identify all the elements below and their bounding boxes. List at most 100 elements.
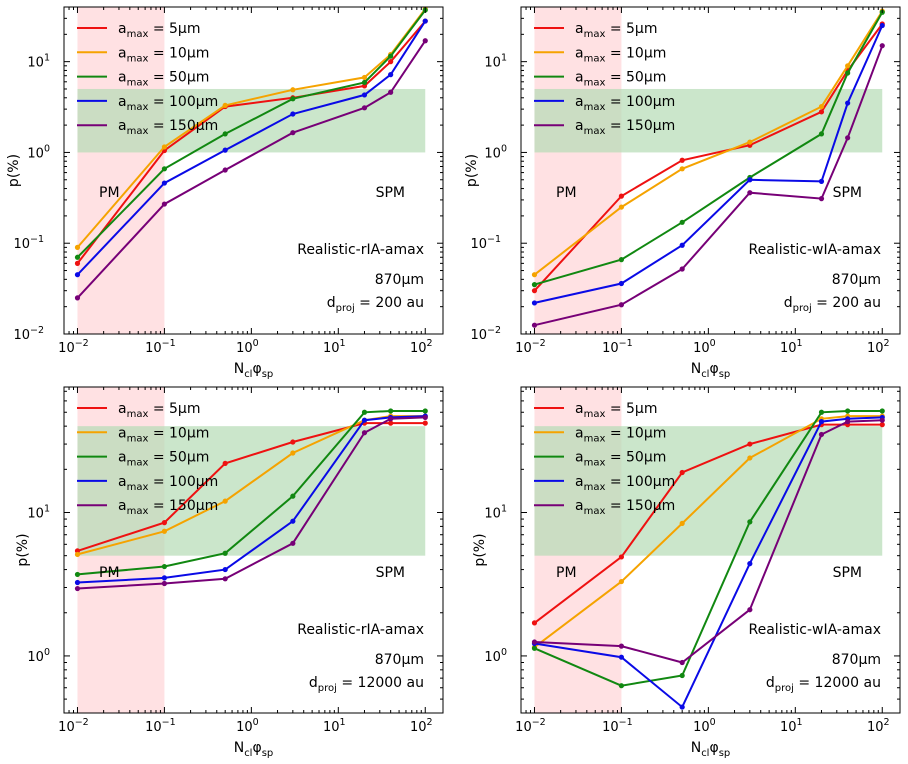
- data-point-10μm-3: [747, 455, 753, 461]
- legend-entry-label: amax = 150μm: [575, 498, 675, 517]
- data-point-150μm-5: [845, 419, 851, 425]
- data-point-5μm-1: [618, 554, 625, 560]
- data-point-5μm-5: [388, 420, 394, 426]
- data-point-10μm-2: [679, 520, 685, 526]
- wavelength-label: 870μm: [375, 272, 424, 288]
- legend-entry-label: amax = 150μm: [118, 118, 218, 137]
- y-axis-label: p(%): [464, 154, 480, 187]
- data-point-150μm-1: [618, 643, 625, 649]
- data-point-150μm-3: [290, 130, 296, 136]
- data-point-150μm-0: [531, 639, 538, 645]
- data-point-100μm-2: [679, 242, 685, 248]
- data-point-50μm-1: [618, 683, 625, 689]
- legend-entry-label: amax = 100μm: [575, 94, 675, 113]
- data-point-10μm-1: [161, 528, 168, 534]
- data-point-100μm-4: [361, 92, 368, 98]
- data-point-10μm-2: [222, 498, 228, 504]
- legend: amax = 5μm amax = 10μm amax = 50μm amax = 1…: [77, 401, 218, 517]
- data-point-5μm-0: [531, 288, 538, 294]
- data-point-10μm-1: [618, 578, 625, 585]
- pm-label: PM: [99, 185, 120, 201]
- x-axis-label: Nclφsp: [234, 361, 274, 380]
- x-tick-label: 10−2: [515, 717, 546, 735]
- data-point-150μm-0: [74, 585, 81, 592]
- x-tick-label: 10−1: [602, 338, 633, 356]
- data-point-100μm-2: [679, 704, 685, 710]
- data-point-100μm-1: [618, 654, 625, 660]
- data-point-100μm-6: [422, 18, 428, 24]
- data-point-150μm-2: [679, 659, 685, 666]
- data-point-10μm-5: [845, 63, 851, 69]
- x-tick-label: 102: [867, 717, 890, 735]
- observed-range: [77, 426, 426, 556]
- data-point-10μm-3: [290, 87, 296, 93]
- x-tick-label: 100: [236, 338, 259, 356]
- y-tick-label: 100: [27, 647, 50, 665]
- data-point-10μm-2: [679, 166, 685, 172]
- legend: amax = 5μm amax = 10μm amax = 50μm amax = 1…: [534, 21, 675, 137]
- distance-label: dproj = 12000 au: [309, 675, 424, 694]
- data-point-5μm-6: [422, 420, 428, 426]
- data-point-150μm-0: [74, 295, 81, 301]
- data-point-50μm-3: [290, 96, 296, 102]
- data-point-100μm-0: [74, 579, 81, 586]
- distance-label: dproj = 200 au: [327, 295, 424, 314]
- legend: amax = 5μm amax = 10μm amax = 50μm amax = 1…: [534, 401, 675, 517]
- legend-entry-label: amax = 50μm: [118, 70, 209, 89]
- annotations: PM SPM Realistic-rIA-amax 870μm dproj = 1200…: [99, 565, 424, 694]
- distance-label: dproj = 12000 au: [766, 675, 881, 694]
- data-point-50μm-6: [879, 408, 885, 414]
- plot-area: [74, 387, 428, 713]
- spm-label: SPM: [833, 185, 862, 201]
- data-point-5μm-4: [818, 109, 825, 115]
- wavelength-label: 870μm: [832, 652, 881, 668]
- x-tick-label: 100: [693, 717, 716, 735]
- legend-entry-label: amax = 50μm: [118, 450, 209, 469]
- x-tick-label: 101: [323, 338, 346, 356]
- legend-entry-label: amax = 5μm: [118, 21, 200, 40]
- data-point-10μm-1: [618, 204, 625, 210]
- pm-label: PM: [556, 565, 577, 581]
- data-point-5μm-2: [679, 157, 685, 163]
- data-point-100μm-4: [818, 178, 825, 184]
- data-point-50μm-6: [422, 408, 428, 414]
- x-tick-label: 101: [780, 717, 803, 735]
- data-point-150μm-1: [618, 302, 625, 308]
- data-point-5μm-6: [879, 422, 885, 428]
- data-point-5μm-0: [74, 548, 81, 554]
- model-label: Realistic-wIA-amax: [749, 622, 881, 638]
- x-tick-label: 10−2: [515, 338, 546, 356]
- ticks: [63, 6, 443, 335]
- data-point-150μm-6: [422, 38, 428, 44]
- spm-label: SPM: [376, 565, 405, 581]
- panel-bottom-left: 10−2 10−1 100 101 102 100 101 Nclφsp p(%) amax = …: [15, 386, 444, 759]
- spm-label: SPM: [376, 185, 405, 201]
- data-point-100μm-3: [747, 177, 753, 183]
- legend-entry-label: amax = 100μm: [575, 474, 675, 493]
- x-tick-label: 10−2: [58, 338, 89, 356]
- data-point-100μm-1: [618, 280, 625, 287]
- ticks: [63, 387, 443, 714]
- data-point-50μm-5: [845, 408, 851, 414]
- data-point-150μm-3: [747, 190, 753, 196]
- data-point-50μm-1: [618, 257, 625, 263]
- axes-frame: [63, 386, 444, 714]
- panel-top-left: 10−2 10−1 100 101 102 10−2 10−1 100 101 Nclφsp p(%…: [6, 6, 444, 380]
- legend-entry-label: amax = 10μm: [575, 425, 666, 444]
- data-point-50μm-0: [74, 571, 81, 578]
- data-point-50μm-1: [161, 166, 168, 172]
- axes-frame: [520, 6, 901, 335]
- data-point-50μm-2: [679, 672, 685, 679]
- data-point-100μm-3: [290, 518, 296, 524]
- y-tick-label: 101: [27, 504, 50, 522]
- axes-frame: [63, 6, 444, 335]
- x-tick-label: 102: [410, 338, 433, 356]
- data-point-150μm-5: [845, 135, 851, 141]
- wavelength-label: 870μm: [375, 652, 424, 668]
- legend-entry-label: amax = 5μm: [118, 401, 200, 420]
- y-tick-label: 101: [27, 53, 50, 71]
- x-axis-label: Nclφsp: [234, 740, 274, 759]
- data-point-100μm-4: [361, 417, 368, 423]
- legend-entry-label: amax = 50μm: [575, 70, 666, 89]
